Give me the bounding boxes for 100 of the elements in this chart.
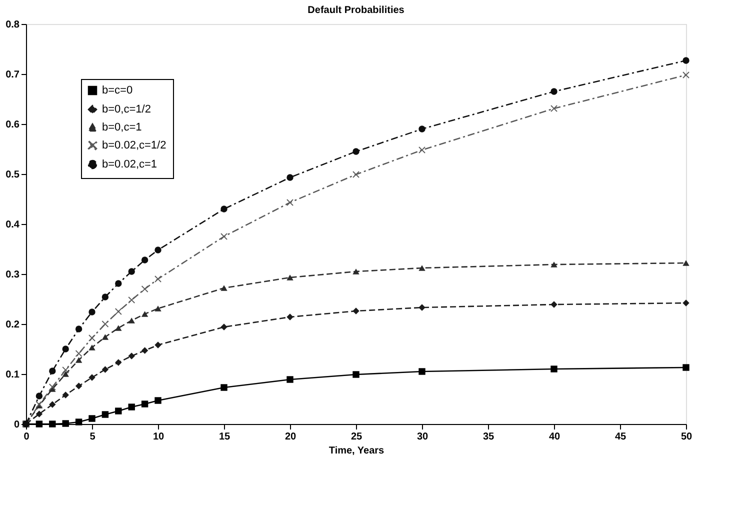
point [352, 148, 360, 155]
x-tick-label: 20 [284, 432, 296, 442]
point [36, 392, 43, 400]
point [220, 384, 228, 391]
point [141, 311, 148, 317]
point [88, 344, 96, 350]
point [115, 408, 122, 414]
x-tick-label: 35 [482, 432, 494, 442]
point [352, 268, 360, 274]
point [286, 314, 294, 320]
point [115, 325, 122, 331]
x-tick-label: 30 [416, 432, 428, 442]
point [62, 346, 69, 352]
y-tick-label: 0.8 [6, 20, 20, 30]
legend-label: b=c=0 [102, 84, 133, 96]
point [141, 400, 148, 408]
point [418, 146, 426, 154]
x-tick-label: 45 [614, 432, 626, 442]
point [682, 72, 690, 78]
point [49, 420, 56, 428]
y-tick-label: 0.7 [6, 70, 20, 80]
y-tick-label: 0.5 [6, 170, 20, 180]
point [220, 206, 228, 212]
point [352, 308, 360, 314]
y-tick-label: 0.2 [6, 320, 20, 330]
point [49, 384, 56, 390]
point [352, 171, 360, 178]
point [154, 342, 162, 348]
point [102, 366, 109, 373]
point [102, 334, 109, 340]
point [88, 308, 96, 316]
point [220, 324, 228, 330]
chart-title: Default Probabilities [308, 5, 405, 16]
point [682, 300, 690, 306]
point [62, 366, 69, 374]
point [115, 280, 122, 287]
point [682, 57, 690, 64]
point [75, 357, 82, 363]
point [62, 392, 69, 398]
point [141, 256, 148, 264]
point [49, 368, 56, 374]
point [128, 404, 135, 410]
point [154, 246, 162, 254]
x-tick-label: 5 [90, 432, 96, 442]
point [128, 318, 135, 324]
point [88, 374, 96, 381]
point [102, 411, 109, 418]
point [352, 371, 360, 378]
point [62, 420, 69, 427]
x-axis-title: Time, Years [328, 446, 385, 456]
point [115, 359, 122, 366]
point [88, 415, 96, 422]
point [550, 88, 558, 95]
point [88, 334, 96, 342]
point [49, 401, 56, 408]
legend-label: b=0,c=1/2 [102, 104, 151, 116]
point [75, 382, 82, 390]
point [550, 262, 558, 268]
y-tick-label: 0.4 [6, 220, 20, 230]
point [418, 265, 426, 271]
point [418, 368, 426, 375]
x-tick-label: 10 [152, 432, 164, 442]
point [550, 301, 558, 308]
point [75, 418, 82, 426]
x-tick-label: 50 [680, 432, 692, 442]
point [286, 174, 294, 181]
point [154, 276, 162, 282]
point [154, 397, 162, 404]
legend-label: b=0,c=1 [102, 122, 142, 134]
x-tick-label: 0 [24, 432, 30, 442]
point [682, 260, 690, 266]
point [154, 306, 162, 312]
point [682, 364, 690, 371]
y-tick-label: 0.6 [6, 120, 20, 130]
point [128, 296, 135, 304]
x-tick-label: 25 [350, 432, 362, 442]
point [128, 268, 135, 275]
point [128, 352, 135, 360]
point [418, 304, 426, 311]
point [75, 326, 82, 332]
point [286, 376, 294, 383]
point [418, 126, 426, 132]
point [220, 285, 228, 291]
point [286, 199, 294, 206]
point [102, 294, 109, 300]
y-tick-label: 0 [14, 420, 20, 430]
point [550, 105, 558, 112]
y-tick-label: 0.1 [6, 370, 20, 380]
point [36, 410, 43, 418]
y-tick-label: 0.3 [6, 270, 20, 280]
legend-label: b=0.02,c=1/2 [102, 140, 166, 152]
x-tick-label: 15 [218, 432, 230, 442]
legend-label: b=0.02,c=1 [102, 158, 158, 170]
point [220, 233, 228, 240]
point [550, 366, 558, 372]
x-tick-label: 40 [548, 432, 560, 442]
point [36, 420, 43, 428]
point [115, 308, 122, 315]
point [141, 347, 148, 354]
point [286, 274, 294, 280]
